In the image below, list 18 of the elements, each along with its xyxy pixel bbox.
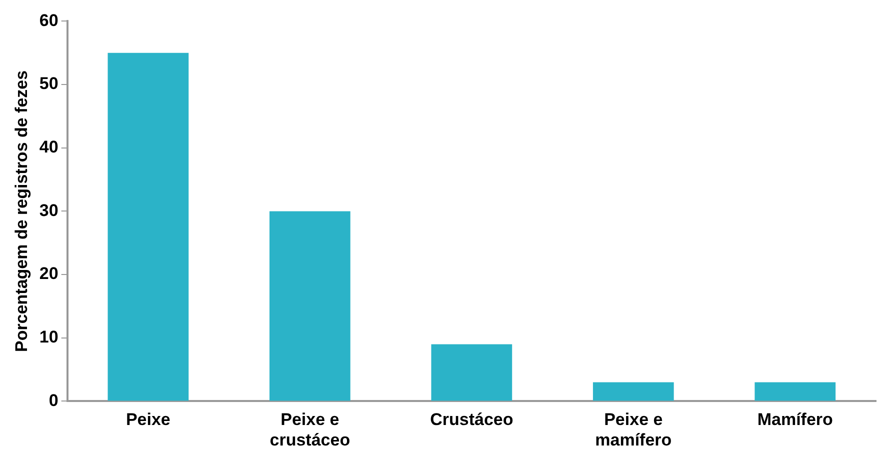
bar	[269, 211, 350, 401]
bar	[592, 382, 674, 401]
y-tick-label: 50	[39, 74, 58, 94]
y-tick-label: 10	[39, 328, 58, 347]
x-tick-label: Crustáceo	[430, 410, 514, 430]
bar	[431, 344, 512, 401]
bar	[108, 52, 189, 401]
bar	[754, 382, 836, 401]
y-tick-label: 40	[39, 138, 58, 157]
x-tick-label: Peixe	[126, 410, 170, 430]
y-tick-label: 0	[48, 390, 58, 410]
y-tick-label: 30	[39, 200, 58, 220]
y-axis-title: Porcentagem de registros de fezes	[12, 70, 31, 352]
x-tick-label: Peixe e mamífero	[595, 410, 672, 450]
y-tick-label: 20	[39, 264, 58, 284]
x-tick-label: Mamífero	[757, 410, 833, 430]
y-tick-label: 60	[39, 10, 58, 30]
x-tick-label: Peixe e crustáceo	[270, 410, 350, 450]
